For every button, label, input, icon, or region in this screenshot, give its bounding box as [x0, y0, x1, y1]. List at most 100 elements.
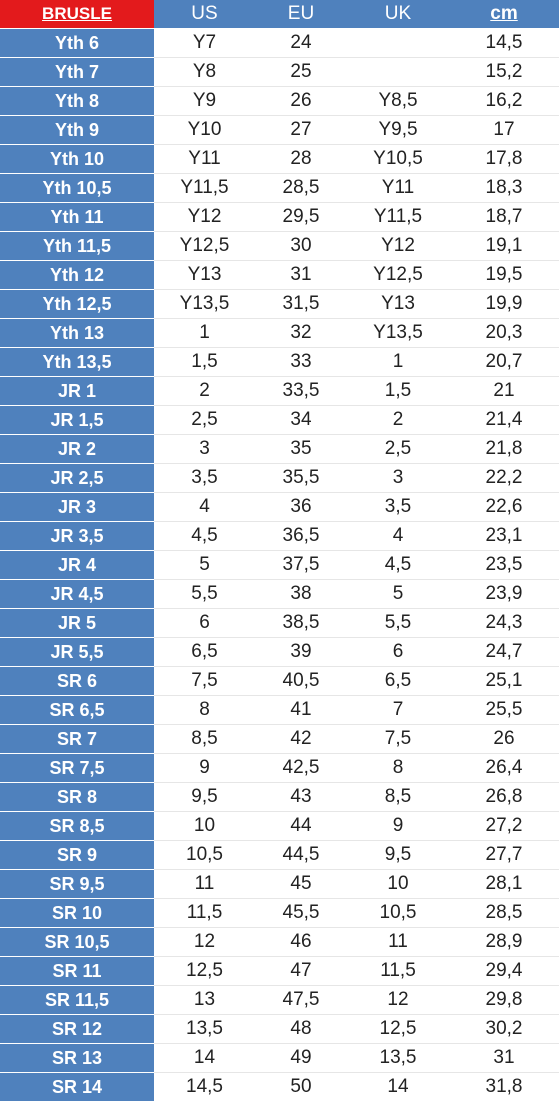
size-label-cell: JR 4,5	[0, 579, 154, 609]
eu-value-cell: 29,5	[255, 202, 347, 232]
size-label-cell: Yth 13,5	[0, 347, 154, 377]
us-header: US	[154, 0, 255, 29]
us-value-cell: Y11	[154, 144, 255, 174]
uk-value-cell: 9,5	[347, 840, 449, 870]
table-row: Yth 7 Y8 25 15,2	[0, 57, 559, 87]
eu-value-cell: 43	[255, 782, 347, 812]
us-value-cell: 8,5	[154, 724, 255, 754]
us-value-cell: 3,5	[154, 463, 255, 493]
cm-value-cell: 28,9	[449, 927, 559, 957]
size-label-cell: Yth 10,5	[0, 173, 154, 203]
uk-value-cell: 6,5	[347, 666, 449, 696]
table-row: JR 5 6 38,5 5,5 24,3	[0, 608, 559, 638]
size-label-cell: Yth 9	[0, 115, 154, 145]
us-value-cell: 1	[154, 318, 255, 348]
size-label-cell: SR 11	[0, 956, 154, 986]
eu-value-cell: 35	[255, 434, 347, 464]
size-label-cell: SR 6,5	[0, 695, 154, 725]
table-row: SR 6 7,5 40,5 6,5 25,1	[0, 666, 559, 696]
eu-value-cell: 39	[255, 637, 347, 667]
table-row: SR 10 11,5 45,5 10,5 28,5	[0, 898, 559, 928]
table-row: JR 4 5 37,5 4,5 23,5	[0, 550, 559, 580]
uk-value-cell: 1,5	[347, 376, 449, 406]
cm-value-cell: 14,5	[449, 28, 559, 58]
uk-value-cell: 8,5	[347, 782, 449, 812]
uk-value-cell	[347, 28, 449, 58]
cm-value-cell: 23,9	[449, 579, 559, 609]
uk-value-cell: 1	[347, 347, 449, 377]
us-value-cell: 11	[154, 869, 255, 899]
cm-value-cell: 15,2	[449, 57, 559, 87]
table-row: Yth 12 Y13 31 Y12,5 19,5	[0, 260, 559, 290]
us-value-cell: 8	[154, 695, 255, 725]
cm-value-cell: 17	[449, 115, 559, 145]
size-label-cell: JR 2,5	[0, 463, 154, 493]
cm-value-cell: 21	[449, 376, 559, 406]
size-label-cell: JR 5,5	[0, 637, 154, 667]
us-value-cell: 9,5	[154, 782, 255, 812]
table-row: SR 10,5 12 46 11 28,9	[0, 927, 559, 957]
uk-value-cell: Y10,5	[347, 144, 449, 174]
uk-value-cell: 8	[347, 753, 449, 783]
cm-header[interactable]: cm	[449, 0, 559, 29]
us-value-cell: Y13,5	[154, 289, 255, 319]
table-row: JR 3 4 36 3,5 22,6	[0, 492, 559, 522]
eu-value-cell: 42,5	[255, 753, 347, 783]
eu-value-cell: 28	[255, 144, 347, 174]
eu-value-cell: 27	[255, 115, 347, 145]
table-row: Yth 13 1 32 Y13,5 20,3	[0, 318, 559, 348]
cm-value-cell: 25,5	[449, 695, 559, 725]
table-row: SR 11 12,5 47 11,5 29,4	[0, 956, 559, 986]
size-label-cell: Yth 6	[0, 28, 154, 58]
cm-value-cell: 16,2	[449, 86, 559, 116]
eu-value-cell: 37,5	[255, 550, 347, 580]
size-label-cell: SR 13	[0, 1043, 154, 1073]
us-value-cell: 4	[154, 492, 255, 522]
size-label-cell: SR 8,5	[0, 811, 154, 841]
table-row: SR 9,5 11 45 10 28,1	[0, 869, 559, 899]
size-label-cell: JR 1	[0, 376, 154, 406]
cm-value-cell: 19,9	[449, 289, 559, 319]
eu-value-cell: 45	[255, 869, 347, 899]
us-value-cell: 9	[154, 753, 255, 783]
eu-value-cell: 46	[255, 927, 347, 957]
eu-value-cell: 42	[255, 724, 347, 754]
uk-value-cell: 5	[347, 579, 449, 609]
size-label-cell: SR 11,5	[0, 985, 154, 1015]
cm-value-cell: 31,8	[449, 1072, 559, 1101]
table-row: Yth 12,5 Y13,5 31,5 Y13 19,9	[0, 289, 559, 319]
eu-value-cell: 33,5	[255, 376, 347, 406]
us-value-cell: 6	[154, 608, 255, 638]
us-value-cell: Y9	[154, 86, 255, 116]
cm-value-cell: 24,7	[449, 637, 559, 667]
uk-value-cell: 4	[347, 521, 449, 551]
cm-value-cell: 23,5	[449, 550, 559, 580]
uk-header: UK	[347, 0, 449, 29]
eu-header: EU	[255, 0, 347, 29]
brand-header[interactable]: BRUSLE	[0, 0, 154, 29]
eu-value-cell: 38	[255, 579, 347, 609]
table-row: SR 13 14 49 13,5 31	[0, 1043, 559, 1073]
uk-value-cell: 7,5	[347, 724, 449, 754]
us-value-cell: 14	[154, 1043, 255, 1073]
size-label-cell: SR 9	[0, 840, 154, 870]
us-value-cell: 2	[154, 376, 255, 406]
uk-value-cell: Y9,5	[347, 115, 449, 145]
table-row: JR 4,5 5,5 38 5 23,9	[0, 579, 559, 609]
cm-value-cell: 23,1	[449, 521, 559, 551]
cm-value-cell: 18,7	[449, 202, 559, 232]
size-label-cell: Yth 12,5	[0, 289, 154, 319]
eu-value-cell: 45,5	[255, 898, 347, 928]
uk-value-cell: 11	[347, 927, 449, 957]
table-row: SR 8,5 10 44 9 27,2	[0, 811, 559, 841]
size-label-cell: Yth 11	[0, 202, 154, 232]
cm-value-cell: 21,4	[449, 405, 559, 435]
eu-value-cell: 50	[255, 1072, 347, 1101]
us-value-cell: Y13	[154, 260, 255, 290]
table-row: Yth 10,5 Y11,5 28,5 Y11 18,3	[0, 173, 559, 203]
size-label-cell: Yth 10	[0, 144, 154, 174]
us-value-cell: 5	[154, 550, 255, 580]
uk-value-cell: 10,5	[347, 898, 449, 928]
us-value-cell: Y7	[154, 28, 255, 58]
